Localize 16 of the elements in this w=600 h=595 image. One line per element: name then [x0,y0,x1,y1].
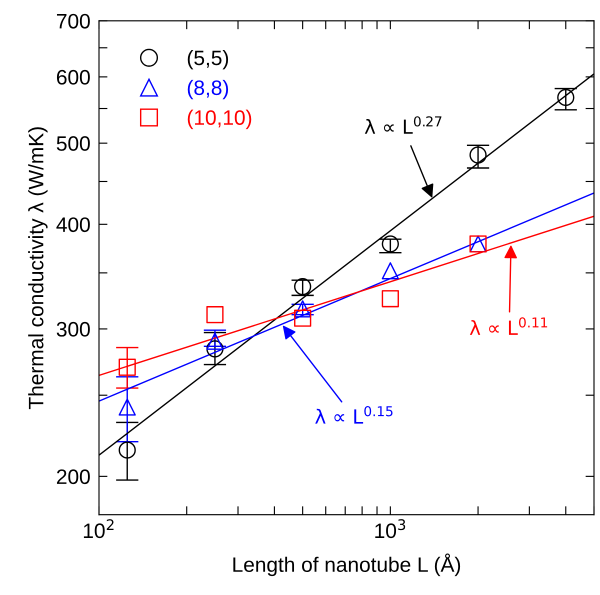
annotation: λ ∝ L$^{0.11}$ [470,317,548,335]
y-tick-label: 500 [56,136,90,151]
x-tick-label: 10$^{2}$ [84,519,114,538]
legend-label: (8,8) [188,80,228,100]
y-tick-label: 300 [56,322,90,337]
x-tick-label: 10$^{3}$ [375,519,406,538]
legend-label: (10,10) [188,110,252,130]
y-tick-label: 400 [56,217,90,232]
annotation: λ ∝ L$^{0.27}$ [364,116,442,134]
x-axis-title: Length of nanotube L (Å) [233,554,460,576]
y-axis-title: Thermal conductivity λ (W/mK) [28,127,48,410]
legend-label: (5,5) [188,50,228,70]
y-tick-label: 600 [56,70,90,85]
y-tick-label: 700 [56,14,90,29]
y-tick-label: 200 [56,469,90,484]
annotation: λ ∝ L$^{0.15}$ [315,406,393,424]
